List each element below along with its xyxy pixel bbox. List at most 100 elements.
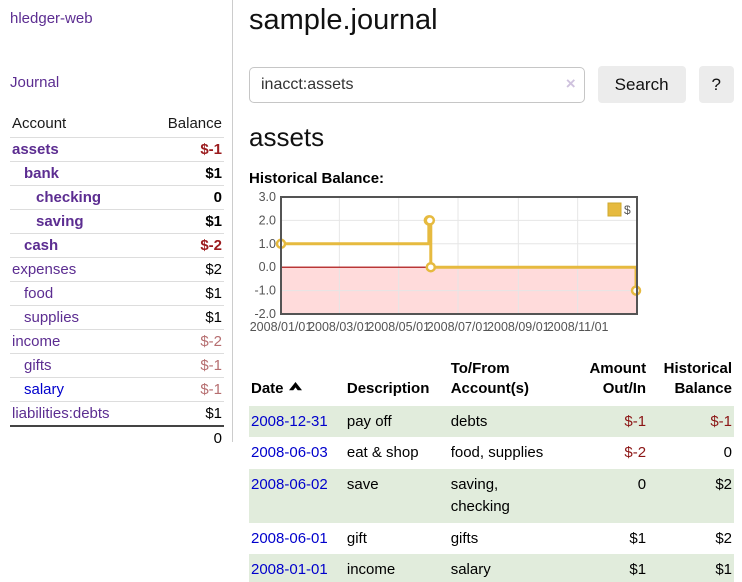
account-link[interactable]: saving xyxy=(36,213,84,230)
sort-ascending-icon xyxy=(288,379,302,399)
x-axis-tick-label: 2008/03/01 xyxy=(308,320,371,334)
legend-label: $ xyxy=(624,203,631,217)
x-axis-tick-label: 2008/01/01 xyxy=(250,320,313,334)
app-title-link[interactable]: hledger-web xyxy=(10,10,93,27)
register-row: 2008-06-01 gift gifts $1 $2 xyxy=(249,523,734,555)
sidebar-item-journal[interactable]: Journal xyxy=(10,74,60,91)
data-point-marker[interactable] xyxy=(425,261,437,273)
y-axis-tick-label: -2.0 xyxy=(254,307,276,321)
transaction-date-link[interactable]: 2008-06-02 xyxy=(251,476,328,493)
account-link[interactable]: salary xyxy=(24,381,65,398)
transaction-date-link[interactable]: 2008-06-03 xyxy=(251,444,328,462)
clear-search-icon[interactable]: × xyxy=(565,73,576,93)
account-title: assets xyxy=(249,122,325,152)
account-link[interactable]: gifts xyxy=(24,357,52,374)
transaction-description: pay off xyxy=(346,412,392,430)
account-balance: $-2 xyxy=(145,233,224,258)
search-button[interactable]: Search xyxy=(597,66,686,103)
x-axis-tick-label: 2008/09/01 xyxy=(487,320,550,334)
account-balance: $-1 xyxy=(145,353,224,378)
y-axis-tick-label: 3.0 xyxy=(259,190,276,204)
search-input[interactable] xyxy=(249,66,585,103)
plot-border xyxy=(280,196,638,315)
register-header-accounts: To/From Account(s) xyxy=(450,360,530,398)
account-link[interactable]: food xyxy=(24,285,54,302)
transaction-accounts: gifts xyxy=(450,529,479,547)
account-row-liabilities-debts: liabilities:debts $1 xyxy=(10,401,224,426)
register-header-amount: Amount Out/In xyxy=(589,360,647,398)
account-balance: $2 xyxy=(145,257,224,282)
register-table-body: 2008-12-31 pay off debts $-1 $-1 2008-06-03 ea… xyxy=(249,405,734,582)
transaction-amount: $-1 xyxy=(624,412,647,430)
accounts-table-body: assets $-1 bank $1 checking 0 saving $1 cash $-2 e… xyxy=(10,137,224,426)
register-row: 2008-12-31 pay off debts $-1 $-1 xyxy=(249,405,734,438)
transaction-description: gift xyxy=(346,529,367,547)
transaction-accounts: food, supplies xyxy=(450,444,544,462)
transaction-amount: $1 xyxy=(629,561,647,579)
transaction-accounts: salary xyxy=(450,561,491,579)
accounts-header-balance: Balance xyxy=(167,115,222,132)
transaction-balance: $2 xyxy=(715,529,732,547)
x-axis-tick-label: 2008/11/01 xyxy=(547,320,609,334)
account-link[interactable]: assets xyxy=(12,141,59,158)
account-row-checking: checking 0 xyxy=(10,185,224,210)
account-balance: $1 xyxy=(145,401,224,426)
search-help-button[interactable]: ? xyxy=(698,66,734,103)
register-table: Date Description To/From Account(s) Amou… xyxy=(249,355,734,582)
account-row-salary: salary $-1 xyxy=(10,377,224,402)
transaction-date-link[interactable]: 2008-06-01 xyxy=(251,529,328,547)
account-row-bank: bank $1 xyxy=(10,161,224,186)
accounts-header-account: Account xyxy=(12,115,67,132)
transaction-date-link[interactable]: 2008-12-31 xyxy=(251,412,328,430)
y-axis-tick-label: 1.0 xyxy=(259,237,276,251)
account-balance: $1 xyxy=(145,305,224,330)
transaction-amount: $1 xyxy=(629,529,647,547)
page-title: sample.journal xyxy=(249,4,438,36)
chart-section-label: Historical Balance: xyxy=(249,170,385,187)
transaction-description: save xyxy=(346,476,379,493)
transaction-accounts: saving, checking xyxy=(450,476,510,515)
transaction-balance: $1 xyxy=(715,561,732,579)
account-link[interactable]: income xyxy=(12,333,61,350)
historical-balance-chart[interactable]: $3.0 2.0 1.0 0.0 -1.0 -2.0 2008/01/01 2008/03/0… xyxy=(249,190,643,339)
account-link[interactable]: liabilities:debts xyxy=(12,405,110,422)
y-axis-tick-label: -1.0 xyxy=(254,284,276,298)
main-content: sample.journal × Search ? assets Histori… xyxy=(233,0,742,582)
transaction-amount: $-2 xyxy=(624,444,647,462)
account-row-assets: assets $-1 xyxy=(10,137,224,162)
x-axis-tick-label: 2008/07/01 xyxy=(427,320,490,334)
account-balance: $-1 xyxy=(145,377,224,402)
transaction-date-link[interactable]: 2008-01-01 xyxy=(251,561,328,579)
transaction-balance: $-1 xyxy=(710,412,732,430)
register-header-date: Date xyxy=(249,355,345,406)
accounts-table: Account Balance assets $-1 bank $1 checking 0… xyxy=(10,111,224,450)
legend-swatch xyxy=(607,202,622,217)
account-balance: 0 xyxy=(145,185,224,210)
register-header-balance: Historical Balance xyxy=(663,360,732,398)
account-link[interactable]: cash xyxy=(24,237,59,254)
sidebar: hledger-web Journal Account Balance asse… xyxy=(0,0,233,450)
account-row-income: income $-2 xyxy=(10,329,224,354)
account-link[interactable]: checking xyxy=(36,189,102,206)
search-bar: × Search ? xyxy=(249,66,734,103)
accounts-total-row: 0 xyxy=(10,425,224,450)
account-balance: $1 xyxy=(145,281,224,306)
account-link[interactable]: supplies xyxy=(24,309,80,326)
account-balance: $1 xyxy=(145,161,224,186)
balance-chart-svg: $3.0 2.0 1.0 0.0 -1.0 -2.02008/01/012008/03/0… xyxy=(250,190,642,334)
register-row: 2008-06-02 save saving, checking 0 $2 xyxy=(249,469,734,523)
register-row: 2008-01-01 income salary $1 $1 xyxy=(249,554,734,582)
y-axis-tick-label: 2.0 xyxy=(259,213,276,227)
account-link[interactable]: bank xyxy=(24,165,60,182)
transaction-balance: $2 xyxy=(715,476,732,493)
account-row-expenses: expenses $2 xyxy=(10,257,224,282)
transaction-accounts: debts xyxy=(450,412,488,430)
transaction-amount: 0 xyxy=(637,476,647,493)
accounts-total-value: 0 xyxy=(145,425,224,450)
transaction-balance: 0 xyxy=(723,444,732,462)
account-row-cash: cash $-2 xyxy=(10,233,224,258)
account-link[interactable]: expenses xyxy=(12,261,77,278)
account-row-food: food $1 xyxy=(10,281,224,306)
data-point-marker[interactable] xyxy=(424,215,436,226)
register-header-description: Description xyxy=(346,380,430,398)
